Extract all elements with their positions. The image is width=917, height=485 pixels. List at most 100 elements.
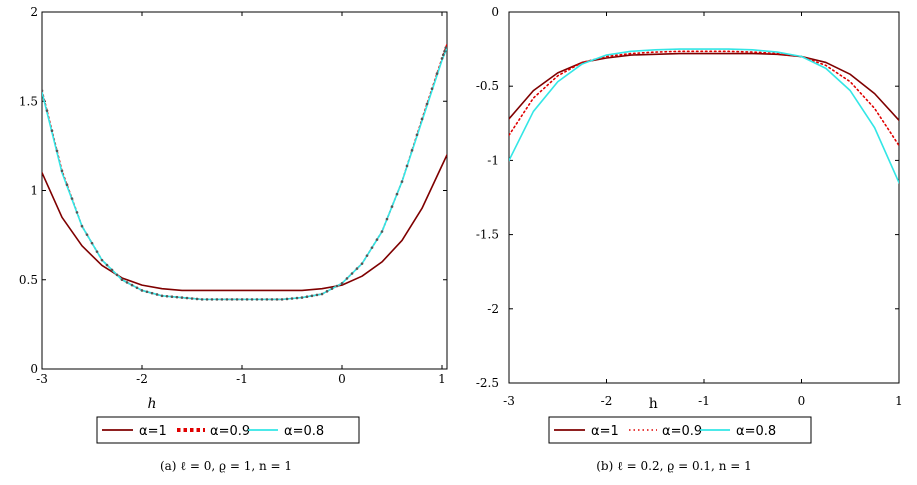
series-marker: [180, 296, 184, 299]
series-marker: [45, 109, 49, 112]
series-marker: [443, 49, 446, 53]
series-marker: [250, 298, 254, 301]
series-marker: [50, 129, 54, 133]
series-marker: [165, 294, 169, 298]
panel-a: -3 -2 -1 0 1 0 0.5 1 1.5 2 h α=1 α=0.9 α=0.8 (a) ℓ = 0…: [19, 5, 448, 473]
legend-label-1: α=0.9: [662, 424, 702, 439]
series-marker: [65, 183, 69, 186]
series-marker: [230, 298, 234, 301]
series-marker: [240, 298, 244, 301]
series-marker: [435, 72, 439, 75]
series-marker: [255, 298, 259, 301]
series-marker: [80, 224, 84, 228]
series-marker: [135, 286, 139, 290]
series-marker: [420, 117, 424, 121]
series-marker: [360, 262, 364, 265]
series-marker: [385, 217, 389, 221]
legend-label-1: α=0.9: [210, 424, 250, 439]
y-tick-label: 0.5: [19, 273, 38, 287]
series-marker: [275, 298, 279, 301]
y-tick-label: 2: [30, 5, 38, 19]
series-marker: [335, 284, 339, 288]
series-marker: [305, 295, 309, 299]
series-marker: [410, 149, 414, 152]
series-marker: [90, 241, 94, 245]
series-marker: [215, 298, 219, 301]
series-marker: [145, 290, 149, 294]
series-marker: [150, 291, 154, 295]
series-marker: [315, 293, 319, 297]
series-marker: [340, 282, 344, 285]
series-marker: [390, 205, 394, 208]
y-tick-label: 1: [30, 184, 38, 198]
series-marker: [405, 164, 409, 168]
series-marker: [245, 298, 249, 301]
series-marker: [170, 295, 174, 299]
x-tick-label: -1: [698, 394, 710, 408]
series-marker: [42, 89, 44, 92]
series-marker: [210, 298, 214, 301]
x-axis-label: h: [147, 396, 156, 412]
series-marker: [120, 278, 124, 282]
x-tick-label: -2: [136, 372, 148, 386]
series-marker: [440, 57, 444, 60]
series-marker: [320, 292, 324, 296]
y-tick-label: 0: [30, 362, 38, 376]
x-tick-label: 0: [338, 372, 346, 386]
series-marker: [300, 296, 304, 299]
legend-box: [548, 416, 812, 444]
series-marker: [195, 297, 199, 301]
series-marker: [105, 263, 109, 267]
series-marker: [140, 289, 144, 292]
series-marker: [75, 211, 79, 214]
series-marker: [175, 295, 179, 299]
series-marker: [70, 197, 74, 200]
series-marker: [95, 250, 99, 253]
series-marker: [290, 297, 294, 300]
series-marker: [220, 298, 224, 301]
series-marker: [130, 283, 134, 287]
series-line-1: [509, 50, 899, 147]
series-marker: [200, 298, 204, 301]
series-marker: [125, 281, 129, 284]
series-marker: [235, 298, 239, 301]
y-tick-label: -1: [487, 153, 499, 167]
y-tick-label: 0: [491, 5, 499, 19]
series-group: [42, 43, 447, 301]
series-marker: [270, 298, 274, 301]
figure-caption: (b) ℓ = 0.2, ϱ = 0.1, n = 1: [596, 459, 752, 473]
series-marker: [400, 180, 404, 183]
series-marker: [345, 277, 349, 280]
series-marker: [285, 297, 289, 301]
x-tick-label: 0: [798, 394, 806, 408]
series-marker: [115, 273, 119, 277]
series-marker: [155, 293, 159, 296]
series-marker: [365, 254, 369, 257]
series-marker: [425, 102, 429, 106]
series-marker: [185, 296, 189, 300]
series-marker: [225, 298, 229, 301]
series-marker: [85, 233, 89, 236]
series-marker: [330, 287, 334, 290]
legend-label-2: α=0.8: [736, 424, 776, 439]
series-marker: [415, 133, 419, 137]
series-marker: [60, 169, 64, 173]
series-marker: [370, 246, 374, 249]
x-tick-label: 1: [895, 394, 903, 408]
series-line-2: [509, 48, 899, 184]
series-marker: [380, 230, 384, 233]
series-marker: [55, 149, 59, 153]
series-marker: [444, 46, 447, 49]
x-tick-label: -2: [601, 394, 613, 408]
figure-caption: (a) ℓ = 0, ϱ = 1, n = 1: [160, 459, 292, 473]
series-marker: [280, 298, 284, 301]
series-marker: [260, 298, 264, 301]
series-marker: [160, 294, 164, 298]
legend-label-0: α=1: [591, 424, 619, 439]
series-marker: [205, 298, 209, 301]
series-line-2: [42, 46, 447, 301]
series-marker: [190, 297, 194, 300]
plot-frame: [508, 11, 900, 384]
series-marker: [430, 87, 434, 91]
